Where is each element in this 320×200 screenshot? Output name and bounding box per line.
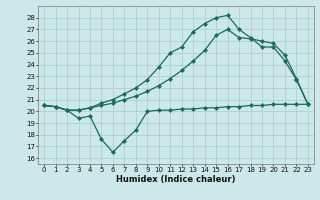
X-axis label: Humidex (Indice chaleur): Humidex (Indice chaleur)	[116, 175, 236, 184]
